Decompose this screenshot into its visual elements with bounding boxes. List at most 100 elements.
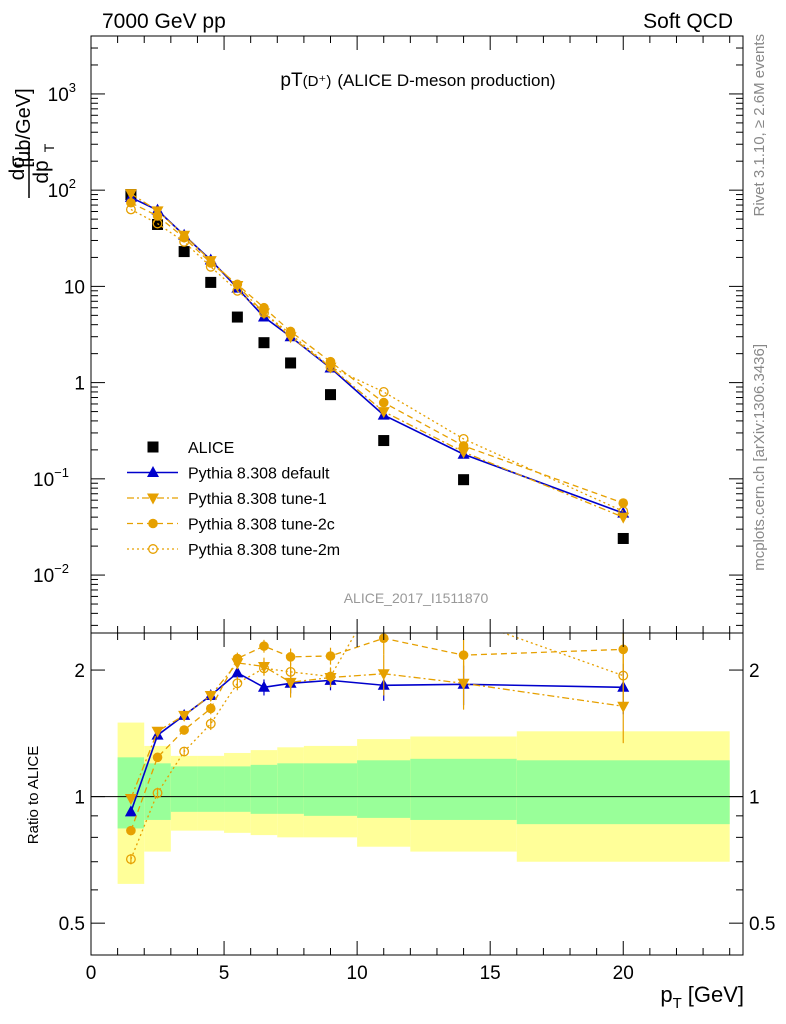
legend-label: Pythia 8.308 tune-1	[188, 491, 327, 508]
main-ytick-label: 1	[74, 374, 85, 395]
data-point	[204, 690, 217, 702]
data-point	[179, 746, 190, 757]
uncertainty-band-inner	[197, 766, 225, 812]
xtick-label: 0	[86, 963, 97, 984]
mcplots-label: mcplots.cern.ch [arXiv:1306.3436]	[751, 344, 768, 571]
legend-marker	[148, 518, 158, 529]
legend-marker	[147, 466, 159, 477]
data-point	[284, 677, 297, 689]
data-point	[285, 666, 296, 677]
data-point	[179, 725, 189, 735]
legend-label: Pythia 8.308 tune-2c	[188, 517, 335, 534]
legend-item: Pythia 8.308 tune-1	[127, 491, 327, 508]
main-ytick-label: 10−1	[33, 465, 69, 491]
data-point	[285, 329, 296, 339]
main-ytick-base: 10	[33, 566, 54, 587]
title-rest: (ALICE D-meson production)	[337, 71, 555, 90]
data-point	[258, 337, 270, 349]
data-point	[124, 189, 137, 201]
main-ytick-exp: −2	[54, 561, 69, 576]
data-point	[231, 311, 243, 323]
series-line	[130, 202, 624, 504]
data-point	[259, 307, 269, 318]
uncertainty-band-inner	[170, 766, 198, 812]
series-line	[130, 208, 624, 512]
data-point	[325, 389, 337, 401]
data-point	[377, 407, 390, 419]
xlabel: pT [GeV]	[660, 982, 744, 1012]
main-ytick-label: 10−2	[33, 561, 69, 587]
series-line	[130, 193, 624, 518]
main-ytick-exp: 2	[69, 176, 76, 191]
data-point	[325, 671, 336, 682]
uncertainty-band-inner	[516, 760, 730, 825]
data-point	[618, 644, 629, 655]
energy-label: 7000 GeV pp	[102, 10, 226, 33]
xtick-label: 10	[347, 963, 368, 984]
xtick-label: 15	[480, 963, 501, 984]
main-ytick-exp: −1	[54, 465, 69, 480]
data-point	[124, 805, 137, 817]
uncertainty-band-inner	[250, 764, 278, 814]
data-point	[232, 678, 243, 689]
legend: ALICE Pythia 8.308 default Pythia 8.308 tu…	[127, 440, 340, 559]
ylabel-den-sub: T	[41, 143, 57, 152]
data-point	[285, 326, 296, 337]
legend-item: ALICE	[147, 440, 234, 457]
title-main: pT	[280, 70, 303, 91]
main-series-pythia-8-308-tune-2c	[126, 197, 629, 508]
data-point	[378, 386, 389, 397]
data-point	[618, 506, 629, 517]
data-point	[285, 652, 296, 662]
ratio-ytick-label: 2	[74, 661, 85, 682]
ratio-frame	[90, 632, 744, 956]
data-point	[457, 447, 470, 459]
data-point	[179, 236, 190, 247]
title-sub: (D⁺)	[303, 73, 332, 90]
data-point	[232, 285, 243, 296]
data-point	[285, 357, 297, 369]
main-ytick-label: 102	[48, 176, 76, 202]
data-point	[205, 276, 217, 288]
legend-label: Pythia 8.308 default	[188, 466, 330, 483]
main-ylabel: [μb/GeV] dσ dp T	[6, 88, 57, 198]
main-ytick-label: 10	[64, 277, 85, 298]
data-point	[458, 441, 469, 451]
main-ytick-exp: 3	[69, 80, 76, 95]
legend-marker	[148, 544, 158, 554]
ratio-ylabel: Ratio to ALICE	[25, 746, 42, 844]
data-point	[377, 669, 390, 681]
legend-item: Pythia 8.308 default	[127, 466, 330, 483]
legend-marker	[147, 493, 159, 505]
data-point	[325, 651, 336, 661]
data-point	[458, 474, 470, 486]
data-point	[205, 718, 216, 729]
analysis-id: ALICE_2017_I1511870	[344, 590, 489, 606]
legend-marker	[147, 441, 159, 453]
data-point	[379, 580, 388, 589]
data-point	[378, 397, 389, 408]
data-point	[126, 825, 136, 836]
uncertainty-band-inner	[410, 758, 517, 820]
data-point	[618, 498, 629, 508]
legend-label: Pythia 8.308 tune-2m	[188, 542, 340, 559]
legend-label: ALICE	[188, 440, 234, 457]
data-point	[458, 650, 469, 660]
data-point	[232, 653, 243, 664]
ylabel-denominator: dp	[30, 160, 53, 183]
data-point	[152, 218, 163, 229]
data-point	[458, 433, 469, 444]
xlabel-units: [GeV]	[688, 982, 744, 1007]
xtick-label: 5	[219, 963, 230, 984]
rivet-label: Rivet 3.1.10, ≥ 2.6M events	[751, 34, 768, 217]
data-point	[617, 701, 630, 713]
main-ytick-base: 10	[48, 85, 69, 106]
plot-title: pT(D⁺) (ALICE D-meson production)	[280, 70, 555, 91]
ratio-ytick-label-right: 0.5	[749, 914, 775, 935]
xlabel-main: p	[660, 982, 672, 1007]
data-point	[459, 614, 468, 623]
data-point	[152, 788, 163, 798]
ylabel-numerator: dσ	[6, 156, 29, 181]
ratio-ytick-label: 0.5	[59, 914, 85, 935]
ratio-content	[91, 580, 743, 884]
